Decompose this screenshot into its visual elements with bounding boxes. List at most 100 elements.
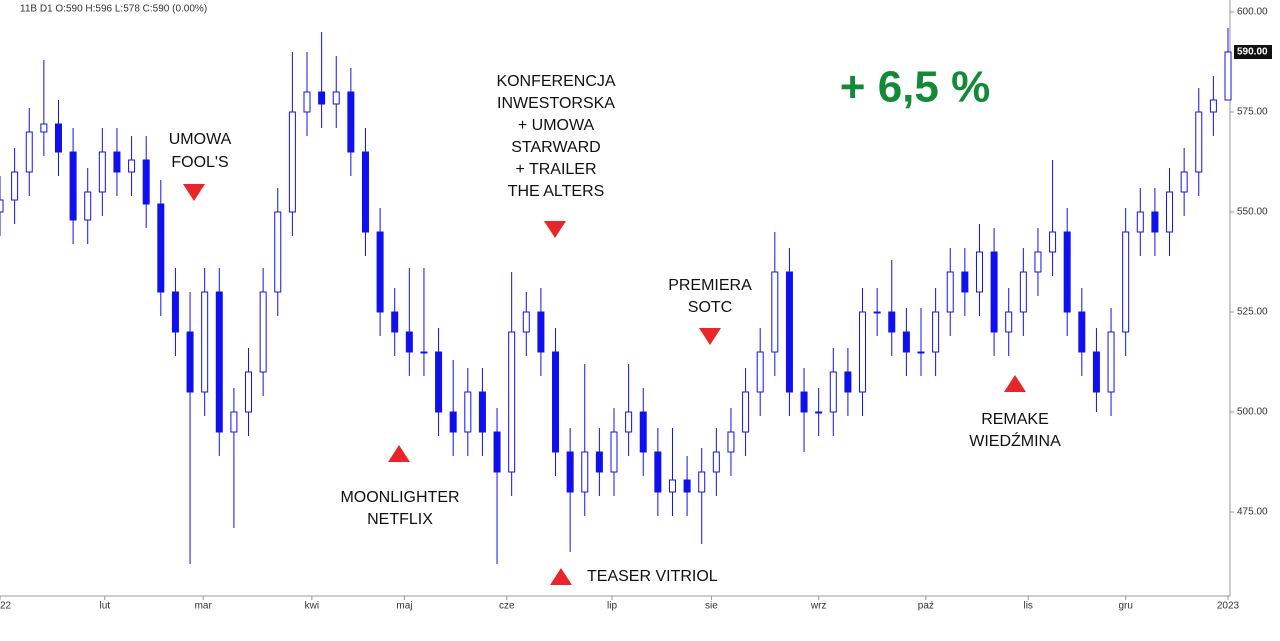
x-tick-label: lut <box>99 601 110 612</box>
y-tick-label: 525.00 <box>1237 307 1268 318</box>
candle-body <box>1166 191 1174 233</box>
candle-body <box>771 271 779 353</box>
candle-body <box>712 451 720 473</box>
candle-body <box>171 291 179 333</box>
candle-body <box>508 331 516 473</box>
candle-body <box>1180 171 1188 193</box>
candle-body <box>654 451 662 493</box>
annotation: FOOL'S <box>171 154 228 171</box>
annotation: INWESTORSKA <box>497 95 615 112</box>
candle-body <box>98 151 106 193</box>
y-tick-label: 550.00 <box>1237 207 1268 218</box>
last-price-box <box>1234 45 1272 59</box>
candle-body <box>245 371 253 413</box>
candle-body <box>332 91 340 105</box>
marker-down <box>183 184 205 201</box>
candle-body <box>405 331 413 353</box>
candle-body <box>113 151 121 173</box>
candle-body <box>581 451 589 493</box>
x-tick-label: 2023 <box>1217 601 1240 612</box>
candle-body <box>1209 99 1217 113</box>
candle-body <box>829 371 837 413</box>
candle-body <box>1122 231 1130 333</box>
headline: + 6,5 % <box>840 63 990 112</box>
candle-body <box>318 91 326 105</box>
x-tick-label: maj <box>396 601 412 612</box>
candle-body <box>1092 351 1100 393</box>
annotation: + TRAILER <box>515 161 596 178</box>
x-tick-label: sie <box>705 601 718 612</box>
candle-body <box>84 191 92 221</box>
x-tick-label: 2022 <box>0 601 12 612</box>
candle-body <box>1063 231 1071 313</box>
candle-body <box>902 331 910 353</box>
marker-down <box>544 221 566 238</box>
candle-body <box>639 411 647 453</box>
candle-body <box>157 203 165 293</box>
candle-body <box>1224 51 1232 101</box>
candle-body <box>1049 231 1057 253</box>
candle-body <box>40 123 48 133</box>
candle-body <box>1005 311 1013 333</box>
chart-subtitle: 11B D1 O:590 H:596 L:578 C:590 (0.00%) <box>20 4 207 15</box>
candle-body <box>522 311 530 333</box>
candle-body <box>1107 331 1115 393</box>
x-tick-label: lip <box>607 601 617 612</box>
candle-body <box>259 291 267 373</box>
annotation: WIEDŹMINA <box>969 431 1061 450</box>
candle-body <box>1034 251 1042 273</box>
marker-up <box>550 568 572 585</box>
last-price-label: 590.00 <box>1237 47 1268 58</box>
candle-body <box>1151 211 1159 233</box>
annotation: REMAKE <box>981 411 1049 428</box>
candle-body <box>595 451 603 473</box>
candle-body <box>552 351 560 453</box>
annotation: UMOWA <box>169 131 232 148</box>
candle-body <box>25 131 33 173</box>
annotation: MOONLIGHTER <box>340 489 459 506</box>
candle-body <box>361 151 369 233</box>
candle-body <box>128 159 136 173</box>
candle-body <box>1136 211 1144 233</box>
candle-body <box>990 251 998 333</box>
annotation: THE ALTERS <box>508 183 605 200</box>
x-tick-label: cze <box>499 601 515 612</box>
annotation: STARWARD <box>511 139 600 156</box>
x-tick-label: gru <box>1118 601 1132 612</box>
candle-body <box>347 91 355 153</box>
candle-body <box>800 391 808 413</box>
candle-body <box>537 311 545 353</box>
candle-body <box>1019 271 1027 313</box>
marker-up <box>1004 375 1026 392</box>
candle-body <box>946 271 954 313</box>
candle-body <box>288 111 296 213</box>
candle-body <box>303 91 311 113</box>
annotation: KONFERENCJA <box>496 73 615 90</box>
y-tick-label: 500.00 <box>1237 407 1268 418</box>
y-tick-label: 575.00 <box>1237 107 1268 118</box>
x-tick-label: wrz <box>810 601 827 612</box>
candle-body <box>815 411 823 414</box>
candle-body <box>873 311 881 314</box>
candle-body <box>142 159 150 205</box>
candle-body <box>756 351 764 393</box>
candle-body <box>201 291 209 393</box>
candle-body <box>859 311 867 393</box>
candle-body <box>376 231 384 313</box>
candle-body <box>961 271 969 293</box>
candle-body <box>610 431 618 473</box>
candle-body <box>435 351 443 413</box>
candle-body <box>727 431 735 453</box>
annotation: TEASER VITRIOL <box>587 568 718 585</box>
candle-body <box>230 411 238 433</box>
annotation: + UMOWA <box>518 117 595 134</box>
candle-body <box>478 391 486 433</box>
annotation: PREMIERA <box>668 277 752 294</box>
candle-body <box>0 199 4 213</box>
candle-body <box>464 391 472 433</box>
candle-body <box>975 251 983 293</box>
candle-body <box>1195 111 1203 173</box>
annotation: SOTC <box>688 299 732 316</box>
